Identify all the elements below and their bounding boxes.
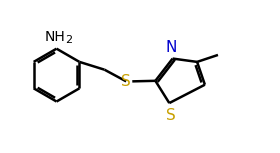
Text: S: S — [166, 108, 176, 123]
Text: 2: 2 — [65, 35, 72, 45]
Text: S: S — [121, 74, 131, 89]
Text: NH: NH — [45, 30, 66, 44]
Text: N: N — [165, 40, 177, 55]
